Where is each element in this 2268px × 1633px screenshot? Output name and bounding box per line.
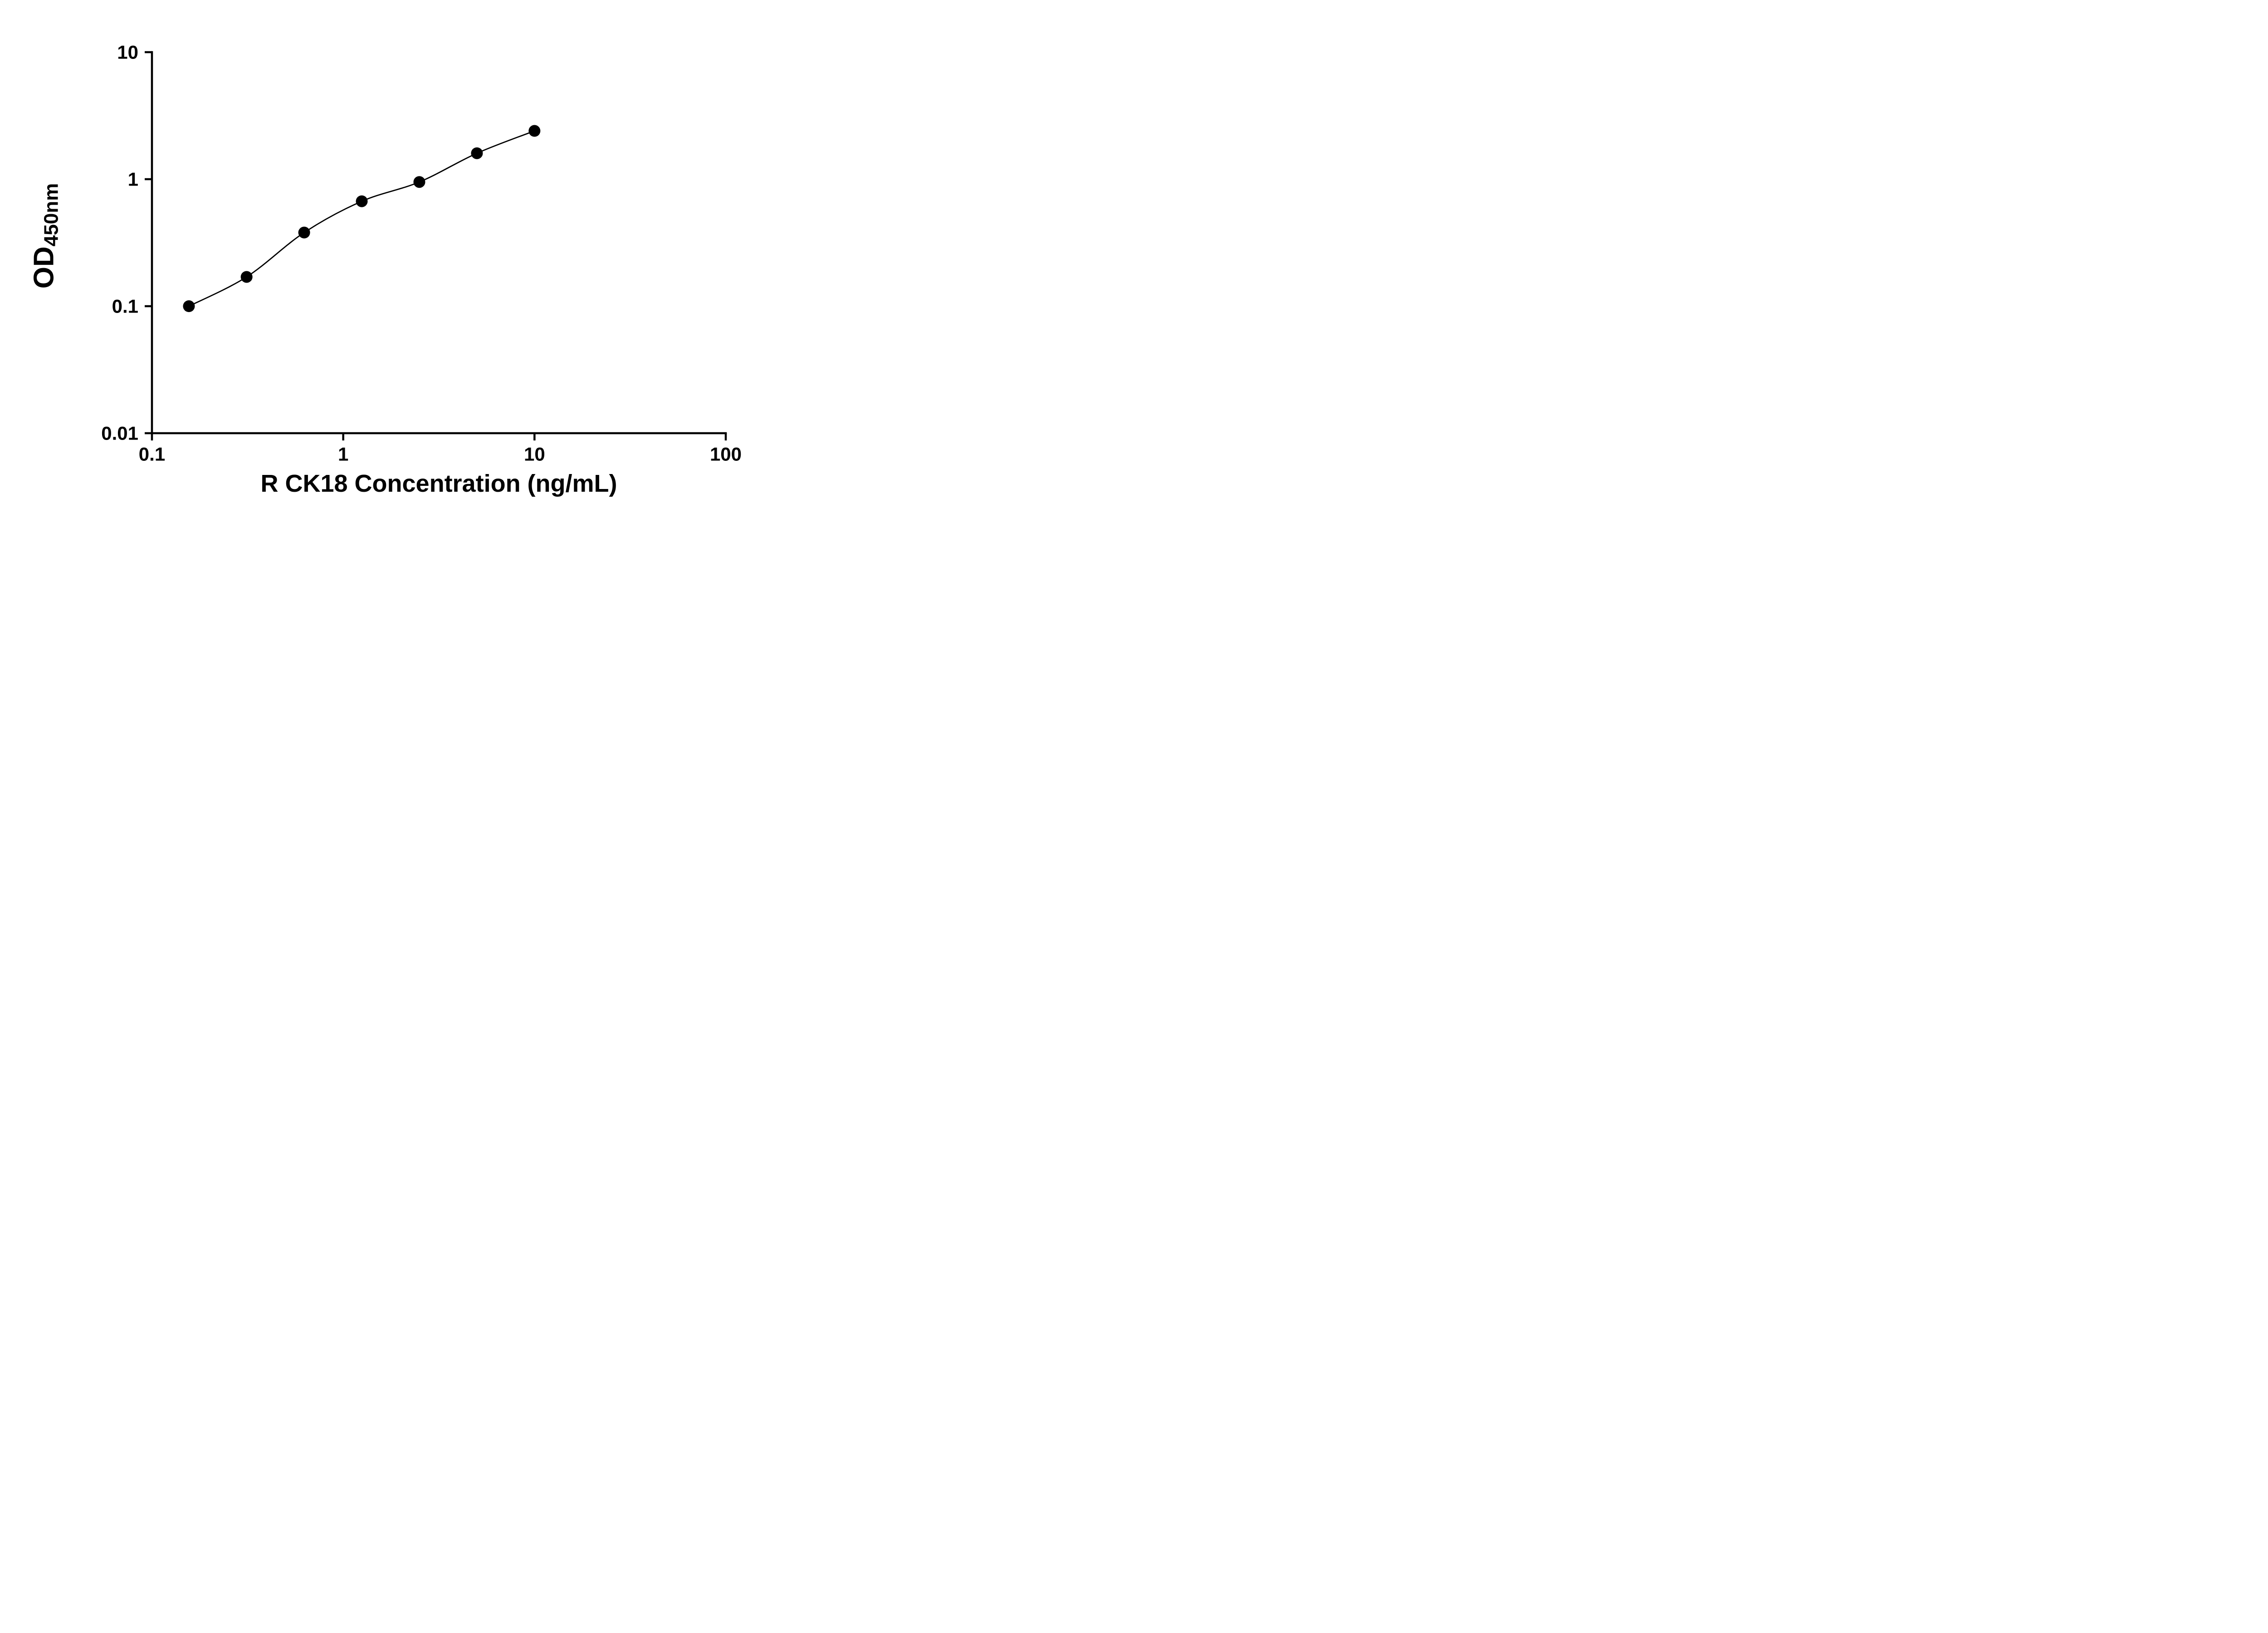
- y-axis-tick-label: 0.1: [112, 296, 138, 317]
- data-point-marker: [356, 195, 368, 207]
- y-axis-title-subscript: 450nm: [40, 183, 63, 247]
- data-point-marker: [183, 300, 195, 312]
- figure-page: 0.1 1 10 100 0.01 0.1 1 10 OD450nm R CK18 Conce…: [0, 0, 777, 544]
- x-axis-title: R CK18 Concentration (ng/mL): [260, 470, 617, 497]
- x-axis-tick-label: 10: [524, 443, 545, 464]
- y-axis-title: OD450nm: [28, 183, 63, 288]
- x-axis-tick-label: 100: [710, 443, 742, 464]
- y-axis-title-main: OD: [28, 246, 60, 289]
- y-axis-tick-label: 1: [128, 169, 138, 190]
- data-point-marker: [413, 176, 425, 188]
- x-axis-tick-label: 0.1: [139, 443, 165, 464]
- axes-spines: [151, 51, 727, 435]
- data-point-marker: [471, 147, 483, 159]
- data-point-marker: [528, 125, 541, 137]
- x-axis-tick-label: 1: [338, 443, 348, 464]
- data-point-marker: [298, 226, 310, 239]
- fit-curve: [188, 130, 535, 307]
- y-axis-tick-label: 10: [117, 42, 138, 63]
- y-axis-tick-label: 0.01: [101, 423, 138, 444]
- data-point-marker: [240, 271, 253, 283]
- elisa-standard-curve-figure: 0.1 1 10 100 0.01 0.1 1 10 OD450nm R CK18 Conce…: [0, 0, 777, 544]
